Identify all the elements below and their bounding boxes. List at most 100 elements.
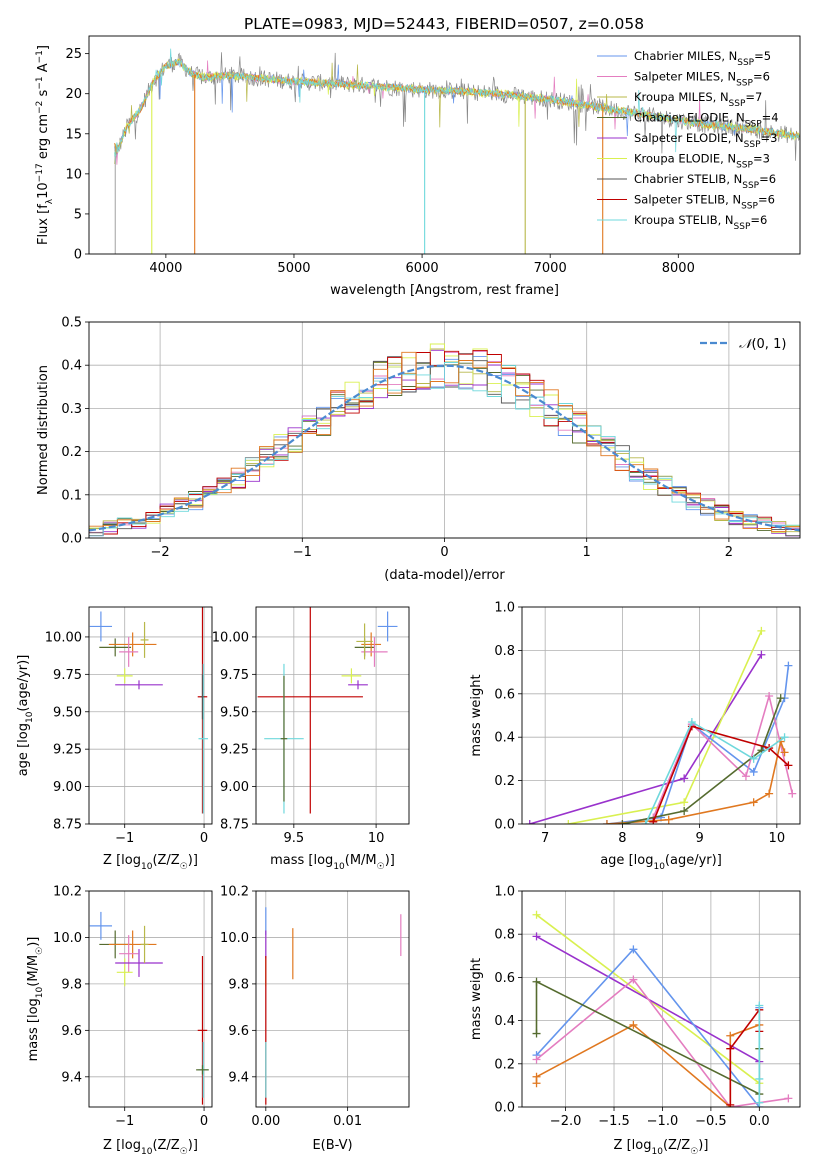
legend-entry-label-part: Kroupa MILES, N (634, 90, 729, 104)
y-tick-label: 5 (74, 207, 82, 222)
x-tick-label: 9.5 (283, 831, 304, 846)
weight_vs_age-series-4 (602, 737, 789, 824)
mass_vs_Z-point-7 (197, 956, 208, 1105)
weight-vs-Z-xlabel-part: )] (698, 1138, 708, 1153)
age_vs_Z-point-5 (115, 680, 163, 690)
spectrum-ylabel-part: s (36, 89, 51, 100)
age_vs_Z-frame (88, 606, 213, 825)
age-vs-Z-ylabel-part: age [log (16, 723, 31, 776)
mass_vs_Z-point-9 (196, 1065, 209, 1075)
series-marker (726, 1100, 735, 1107)
x-tick-label: 2 (725, 545, 733, 560)
age_vs_mass-plot-area (257, 607, 398, 814)
weight_vs_Z-frame (521, 890, 801, 1108)
y-tick-label: 10.0 (220, 931, 249, 946)
age_vs_Z-point-8 (198, 663, 209, 814)
mass_vs_ebv-axes: 0.00 0.01 9.4 9.6 9.8 10.0 10.2 (220, 885, 409, 1129)
x-tick-label: 0.0 (749, 1114, 770, 1129)
spectrum-line-6 (114, 48, 800, 164)
y-tick-label: 0.4 (61, 359, 82, 374)
series-line (606, 738, 786, 824)
legend-entry-label-part: SSP (736, 161, 753, 171)
gaussian-legend-label: 𝒩(0, 1) (739, 337, 786, 352)
legend-entry-label-part: Salpeter STELIB, N (634, 193, 741, 207)
mass-vs-Z-xlabel: Z [log10(Z/Z☉)] (103, 1138, 198, 1157)
series-marker (680, 774, 689, 783)
legend-entry-label-part: Chabrier STELIB, N (634, 172, 742, 186)
mass_vs_ebv-plot-area (265, 907, 402, 1105)
series-marker (784, 661, 793, 670)
mass-vs-ebv-xlabel: E(B-V) (312, 1138, 352, 1153)
weight_vs_Z-ylabel: mass weight (469, 958, 484, 1040)
y-tick-label: 10.0 (53, 931, 82, 946)
age_vs_Z-point-3 (119, 636, 139, 667)
residuals-plot-area (89, 343, 800, 537)
y-tick-label: 9.50 (53, 705, 82, 720)
residuals-frame (88, 321, 801, 539)
series-marker (525, 820, 534, 824)
series-marker (532, 977, 541, 986)
spectrum-ylabel-part: −1 (35, 50, 45, 63)
mass-vs-Z-ylabel-part: ☉ (35, 947, 45, 955)
y-tick-label: 9.25 (220, 743, 249, 758)
series-marker (788, 789, 797, 798)
weight_vs_Z-axes: −2.0 −1.5 −1.0 −0.5 0.0 0.0 0.2 0.4 0.6 0.8 1.0 (494, 885, 800, 1129)
y-tick-label: 20 (65, 87, 82, 102)
x-tick-label: −0.5 (695, 1114, 727, 1129)
weight_vs_age-series-1 (564, 626, 766, 824)
legend-entry-label: Salpeter STELIB, NSSP=6 (634, 193, 775, 212)
weight_vs_age-plot-area (525, 626, 797, 824)
legend-entry-label-part: =6 (750, 213, 767, 227)
spectrum-xlabel: wavelength [Angstrom, rest frame] (330, 283, 559, 298)
y-tick-label: 0.4 (494, 1014, 515, 1029)
mass-vs-Z-ylabel: mass [log10(M/M☉)] (26, 937, 45, 1062)
spectrum-ylabel-part: λ (45, 198, 55, 204)
age_vs_Z-point-4 (116, 668, 133, 684)
y-tick-label: 0.0 (494, 818, 515, 833)
y-tick-label: 0.2 (494, 774, 515, 789)
mass-vs-Z-xlabel-part: 10 (141, 1147, 153, 1157)
x-tick-label: 9 (695, 831, 703, 846)
legend-entry-label-part: Salpeter MILES, N (634, 70, 736, 84)
mass_vs_Z-point-0 (89, 911, 113, 940)
legend-entry-label-part: =3 (753, 152, 770, 166)
age-vs-Z-xlabel-part: Z [log (103, 853, 141, 868)
y-tick-label: 9.8 (61, 977, 82, 992)
mass_vs_Z-point-3 (119, 935, 139, 973)
y-tick-label: 1.0 (494, 885, 515, 900)
x-tick-label: −1 (115, 831, 134, 846)
series-marker (649, 817, 658, 824)
legend-entry-label-part: SSP (741, 202, 758, 212)
spectrum-ylabel-part: erg cm (36, 114, 51, 163)
x-tick-label: 6000 (406, 261, 439, 276)
series-line (644, 720, 786, 824)
y-tick-label: 15 (65, 127, 82, 142)
y-tick-label: 9.00 (220, 780, 249, 795)
series-marker (532, 932, 541, 941)
legend-entry-label-part: Kroupa STELIB, N (634, 213, 734, 227)
legend-entry-label: Chabrier STELIB, NSSP=6 (634, 172, 776, 191)
legend-entry-label-part: =3 (761, 131, 778, 145)
gaussian-curve (89, 364, 800, 532)
age-vs-mass-xlabel: mass [log10(M/M☉)] (270, 853, 395, 872)
spectrum-ylabel-part: −17 (35, 163, 45, 182)
x-tick-label: 10 (368, 831, 385, 846)
figure-title: PLATE=0983, MJD=52443, FIBERID=0507, z=0… (244, 15, 644, 33)
age_vs_mass-point-9 (280, 675, 288, 802)
series-marker (780, 733, 789, 742)
spectrum-ylabel-part: 10 (36, 182, 51, 199)
weight-vs-age-xlabel-part: 10 (653, 862, 665, 872)
spectrum-axes: 4000 5000 6000 7000 8000 0 5 10 15 20 25 (65, 47, 694, 276)
x-tick-label: 0 (200, 1114, 208, 1129)
spectrum-ylabel-part: −2 (35, 101, 45, 114)
y-tick-label: 10.00 (45, 630, 82, 645)
chart-layer: 4000 5000 6000 7000 80000510152025wavelength… (16, 35, 801, 1157)
age_vs_mass-point-6 (356, 623, 373, 660)
weight_vs_Z-plot-area (532, 910, 793, 1107)
legend-entry-label: Salpeter ELODIE, NSSP=3 (634, 131, 777, 150)
series-marker (680, 806, 689, 815)
legend-entry-label-part: SSP (745, 120, 762, 130)
age_vs_Z-point-1 (99, 638, 132, 657)
x-tick-label: 0.01 (333, 1114, 362, 1129)
age_vs_mass-point-5 (348, 680, 368, 690)
